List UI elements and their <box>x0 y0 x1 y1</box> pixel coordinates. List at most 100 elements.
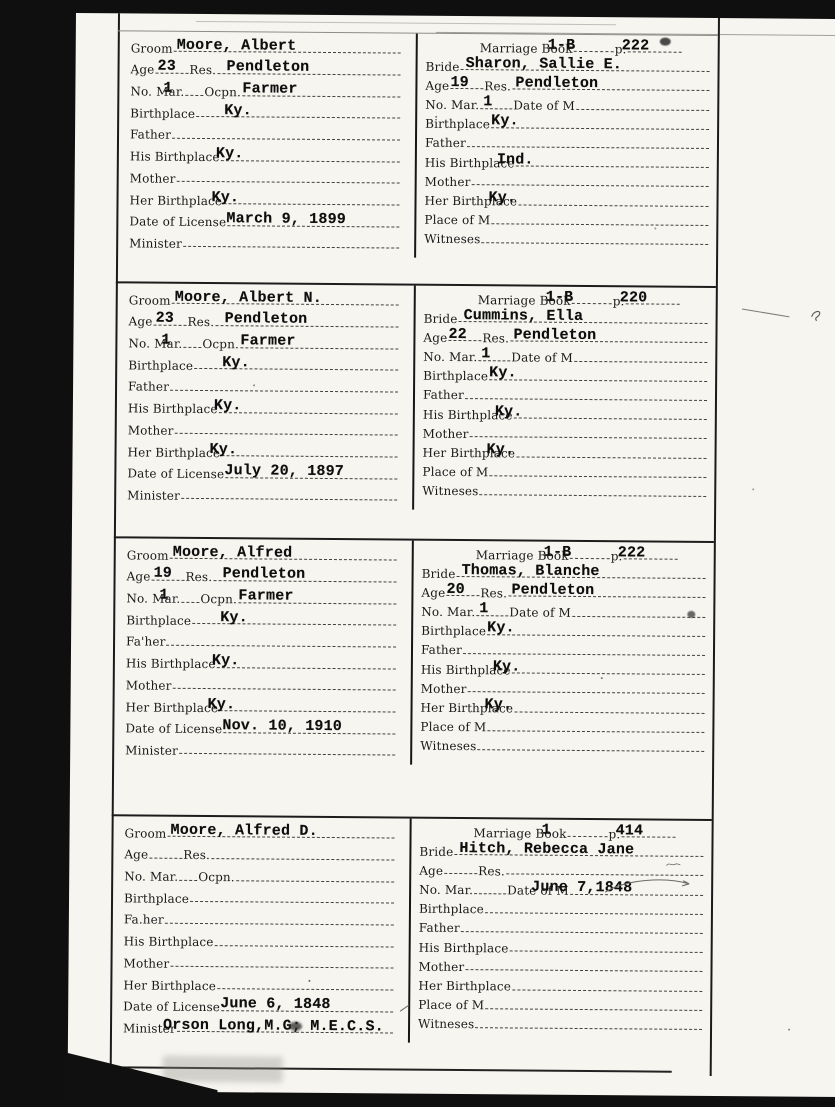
leader-line <box>236 880 394 882</box>
leader-line <box>512 673 705 676</box>
leader-line <box>487 634 705 637</box>
pencil-squiggle <box>810 308 826 324</box>
bride-nomar-dateofm-row: No. Mar.Date of M 1 <box>421 600 706 621</box>
leader-line <box>179 753 395 756</box>
her-birthplace-label: Her Birthplace <box>418 980 511 994</box>
bride-her-birthplace-row: Her Birthplace Ky. <box>423 441 708 462</box>
marriage-book-value: 1-B <box>544 544 572 559</box>
minister-label: Minister <box>127 489 180 502</box>
witnesses-row: Witneses <box>422 479 707 500</box>
card-bottom-border <box>110 1066 672 1073</box>
bride-her-birthplace-value: Ky. <box>487 442 515 457</box>
groom-her-birthplace-row: Her Birthplace Ky. <box>127 437 398 461</box>
faint-scan-line <box>196 21 616 25</box>
witnesses-label: Witneses <box>418 1018 474 1031</box>
groom-age-value: 19 <box>154 566 173 581</box>
birthplace-label: Birthplace <box>421 625 486 639</box>
marriage-book-page-value: 222 <box>622 38 650 53</box>
bride-birthplace-row: Birthplace Ky. <box>423 364 708 385</box>
leader-line <box>461 931 703 934</box>
ocpn-label: Ocpn. <box>198 871 235 884</box>
bride-nomar-value: 1 <box>481 346 490 361</box>
bride-nomar-value: 1 <box>479 601 488 616</box>
witnesses-row: Witneses <box>420 734 705 755</box>
place-of-m-row: Place of M <box>422 460 707 481</box>
bride-mother-row: Mother <box>421 676 706 697</box>
minister-value: Orson Long,M.G; M.E.C.S. <box>163 1018 384 1035</box>
age-label: Age <box>423 332 447 345</box>
father-label: Father <box>128 381 169 394</box>
place-of-m-label: Place of M <box>418 999 484 1013</box>
date-of-license-value: July 20, 1897 <box>224 463 344 479</box>
groom-ocpn-value: Farmer <box>238 588 293 603</box>
leader-line <box>170 966 393 969</box>
leader-line <box>475 1027 702 1030</box>
bride-name-value: Thomas, Blanche <box>462 563 600 579</box>
mother-label: Mother <box>130 172 176 185</box>
leader-line <box>479 494 706 497</box>
marriage-book-value: 1-B <box>548 37 576 52</box>
groom-birthplace-row: Birthplace Ky. <box>128 350 399 374</box>
no-mar-label: No. Mar. <box>130 85 184 98</box>
leader-line <box>179 879 197 880</box>
date-of-license-label: Date of License <box>127 468 224 482</box>
leader-line <box>223 203 399 205</box>
leader-line <box>574 51 614 52</box>
bride-birthplace-value: Ky. <box>487 620 515 635</box>
bride-name-value: Cummins, Ella <box>464 308 584 324</box>
groom-his-birthplace-value: Ky. <box>214 398 242 413</box>
his-birthplace-label: His Birthplace <box>124 936 214 950</box>
bride-father-row: Father <box>423 383 708 404</box>
marriage-book-label: Marriage Book <box>474 827 567 841</box>
marriage-book-page-value: 222 <box>618 545 646 560</box>
bride-his-birthplace-value: Ky. <box>493 659 521 674</box>
place-of-m-label: Place of M <box>420 721 486 735</box>
ocpn-label: Ocpn. <box>202 338 239 351</box>
marriage-book-value: 1 <box>542 822 551 837</box>
groom-his-birthplace-row: His Birthplace <box>124 927 395 951</box>
date-of-license-value: Nov. 10, 1910 <box>222 718 342 734</box>
marriage-book-page-value: 414 <box>616 823 644 838</box>
date-of-m-value: June 7,1848 <box>531 880 632 896</box>
leader-line <box>469 436 706 439</box>
bride-birthplace-row: Birthplace Ky. <box>425 112 710 133</box>
leader-line <box>485 912 703 915</box>
bride-his-birthplace-row: His Birthplace Ky. <box>421 657 706 678</box>
groom-birthplace-value: Ky. <box>222 355 250 370</box>
no-mar-label: No. Mar. <box>128 337 182 350</box>
groom-birthplace-value: Ky. <box>224 103 252 118</box>
leader-line <box>487 730 704 733</box>
his-birthplace-label: His Birthplace <box>419 941 509 955</box>
father-label: Father <box>423 389 464 402</box>
groom-her-birthplace-value: Ky. <box>211 190 239 205</box>
mother-label: Mother <box>123 957 169 970</box>
leader-line <box>170 390 398 393</box>
minister-row: Minister <box>129 229 400 253</box>
her-birthplace-label: Her Birthplace <box>127 446 220 460</box>
groom-father-row: Father <box>128 372 399 396</box>
groom-name-value: Moore, Alfred <box>173 544 293 560</box>
res-label: Res. <box>478 865 505 878</box>
mother-label: Mother <box>418 961 464 974</box>
groom-her-birthplace-row: Her Birthplace Ky. <box>129 185 400 209</box>
marriage-book-page-value: 220 <box>620 290 648 305</box>
birthplace-label: Birthplace <box>423 370 488 384</box>
groom-label: Groom <box>129 294 171 307</box>
leader-line <box>219 710 395 712</box>
groom-birthplace-row: Birthplace Ky. <box>126 605 397 629</box>
groom-mother-row: Mother <box>126 671 397 695</box>
date-of-license-row: Date of License March 9, 1899 <box>129 207 400 231</box>
leader-line <box>176 181 399 184</box>
groom-mother-row: Mother <box>123 949 394 973</box>
no-mar-label: No. Mar. <box>421 606 475 619</box>
bride-his-birthplace-row: His Birthplace Ind. <box>425 150 710 171</box>
place-of-m-row: Place of M <box>418 993 703 1014</box>
witnesses-row: Witneses <box>418 1012 703 1033</box>
no-mar-label: No. Mar. <box>124 870 178 883</box>
